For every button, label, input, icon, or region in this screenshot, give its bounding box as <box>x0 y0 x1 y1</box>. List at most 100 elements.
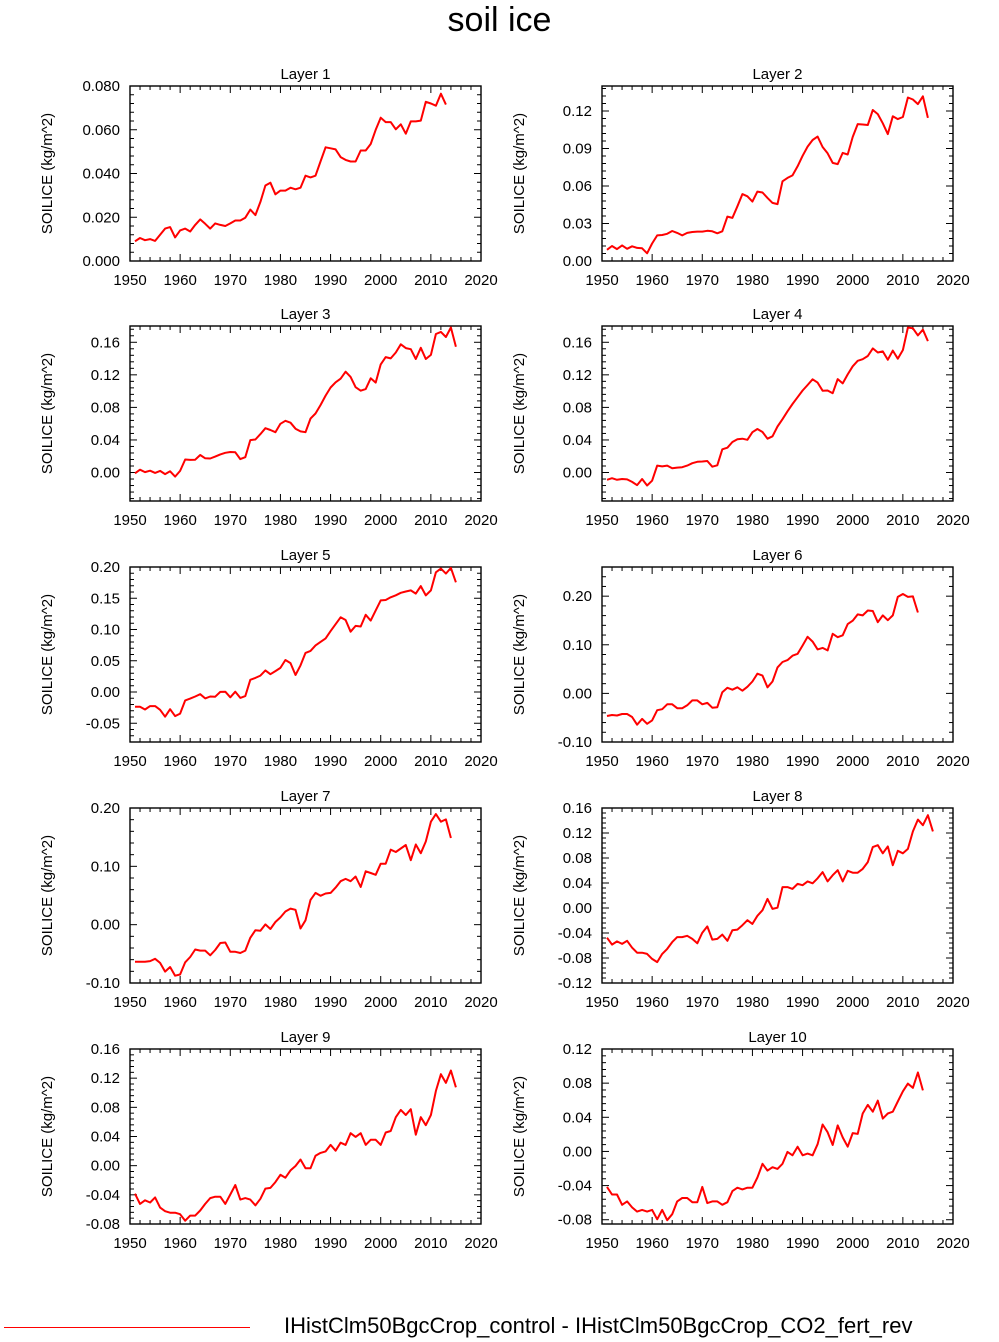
y-axis-label: SOILICE (kg/m^2) <box>39 835 56 956</box>
y-tick-label: 0.000 <box>82 253 120 270</box>
y-tick-label: 0.08 <box>563 399 592 416</box>
y-tick-label: 0.080 <box>82 78 120 95</box>
panel-title: Layer 2 <box>752 66 802 83</box>
panel-title: Layer 4 <box>752 306 802 323</box>
y-tick-label: 0.08 <box>91 399 120 416</box>
plot-frame <box>129 807 482 984</box>
panel-title: Layer 6 <box>752 547 802 564</box>
y-tick-label: 0.15 <box>91 590 120 607</box>
x-tick-label: 1980 <box>264 1235 297 1252</box>
y-tick-label: -0.04 <box>558 925 592 942</box>
x-tick-label: 1960 <box>635 272 668 289</box>
plot-frame <box>129 85 482 262</box>
x-tick-label: 1950 <box>585 512 618 529</box>
x-tick-label: 1970 <box>214 1235 247 1252</box>
panel-8: Layer 8 SOILICE (kg/m^2) 1950 1960 1970 1980 1… <box>511 788 970 1011</box>
y-tick-label: 0.03 <box>563 216 592 233</box>
y-tick-label: 0.00 <box>563 685 592 702</box>
y-tick-label: -0.04 <box>558 1178 592 1195</box>
y-tick-label: 0.020 <box>82 209 120 226</box>
x-tick-label: 1960 <box>635 994 668 1011</box>
x-tick-label: 1970 <box>214 753 247 770</box>
y-tick-label: 0.12 <box>563 367 592 384</box>
y-tick-label: 0.00 <box>91 917 120 934</box>
x-tick-label: 2000 <box>836 512 869 529</box>
series-line <box>135 813 452 977</box>
x-tick-label: 2000 <box>836 272 869 289</box>
y-tick-label: 0.12 <box>563 103 592 120</box>
x-tick-label: 2010 <box>886 512 919 529</box>
x-tick-label: 1990 <box>314 272 347 289</box>
y-axis-label: SOILICE (kg/m^2) <box>39 113 56 234</box>
y-tick-label: 0.16 <box>91 334 120 351</box>
x-tick-label: 2010 <box>886 272 919 289</box>
x-tick-label: 1980 <box>736 1235 769 1252</box>
y-tick-label: 0.12 <box>91 367 120 384</box>
x-tick-label: 2020 <box>936 753 969 770</box>
legend-line-swatch <box>4 1327 250 1328</box>
panel-title: Layer 9 <box>280 1029 330 1046</box>
y-tick-label: -0.08 <box>558 950 592 967</box>
y-tick-label: 0.04 <box>563 875 592 892</box>
y-tick-label: 0.04 <box>563 1109 592 1126</box>
x-tick-label: 2020 <box>464 272 497 289</box>
y-tick-label: 0.060 <box>82 122 120 139</box>
legend-label: IHistClm50BgcCrop_control - IHistClm50Bg… <box>284 1313 913 1338</box>
series-line <box>135 566 457 718</box>
x-tick-label: 2010 <box>414 994 447 1011</box>
x-tick-label: 1970 <box>214 512 247 529</box>
x-tick-label: 1990 <box>786 753 819 770</box>
plot-frame <box>129 325 482 502</box>
x-tick-label: 1970 <box>686 512 719 529</box>
y-tick-label: -0.08 <box>86 1216 120 1233</box>
x-tick-label: 1950 <box>585 753 618 770</box>
plot-grid: Layer 1 SOILICE (kg/m^2) 1950 1960 1970 1980 1… <box>39 66 970 1252</box>
x-tick-label: 2010 <box>414 272 447 289</box>
x-tick-label: 1950 <box>113 272 146 289</box>
x-tick-label: 1990 <box>314 512 347 529</box>
y-tick-label: 0.04 <box>91 1129 120 1146</box>
y-tick-label: 0.20 <box>563 588 592 605</box>
y-tick-label: 0.00 <box>563 253 592 270</box>
x-tick-label: 1950 <box>585 1235 618 1252</box>
y-tick-label: 0.12 <box>563 825 592 842</box>
x-tick-label: 1990 <box>786 1235 819 1252</box>
x-tick-label: 1970 <box>214 994 247 1011</box>
y-tick-label: 0.040 <box>82 166 120 183</box>
x-tick-label: 2010 <box>414 753 447 770</box>
x-tick-label: 1980 <box>264 512 297 529</box>
y-tick-label: 0.00 <box>91 465 120 482</box>
series-line <box>134 326 457 478</box>
y-tick-label: 0.00 <box>91 1158 120 1175</box>
x-tick-label: 2010 <box>886 994 919 1011</box>
x-tick-label: 1960 <box>635 1235 668 1252</box>
y-tick-label: 0.06 <box>563 178 592 195</box>
x-tick-label: 1960 <box>163 753 196 770</box>
y-axis-label: SOILICE (kg/m^2) <box>511 835 528 956</box>
series-line <box>606 593 919 726</box>
panel-title: Layer 7 <box>280 788 330 805</box>
y-axis-label: SOILICE (kg/m^2) <box>39 353 56 474</box>
x-tick-label: 2020 <box>936 272 969 289</box>
x-tick-label: 2020 <box>464 512 497 529</box>
x-tick-label: 1960 <box>163 1235 196 1252</box>
y-tick-label: -0.10 <box>86 975 120 992</box>
series-line <box>606 1071 924 1222</box>
x-tick-label: 1980 <box>736 753 769 770</box>
y-tick-label: 0.00 <box>563 900 592 917</box>
panel-4: Layer 4 SOILICE (kg/m^2) 1950 1960 1970 1980 1… <box>511 306 970 529</box>
panel-7: Layer 7 SOILICE (kg/m^2) 1950 1960 1970 1980 1… <box>39 788 498 1011</box>
x-tick-label: 1960 <box>635 512 668 529</box>
x-tick-label: 2000 <box>836 994 869 1011</box>
x-tick-label: 1970 <box>214 272 247 289</box>
x-tick-label: 2000 <box>364 512 397 529</box>
y-tick-label: -0.04 <box>86 1187 120 1204</box>
x-tick-label: 2000 <box>364 753 397 770</box>
plot-frame <box>129 1048 482 1225</box>
x-tick-label: 1980 <box>264 753 297 770</box>
x-tick-label: 1970 <box>686 272 719 289</box>
x-tick-label: 2000 <box>364 1235 397 1252</box>
plot-frame <box>601 85 954 262</box>
x-tick-label: 2000 <box>364 272 397 289</box>
panel-title: Layer 10 <box>748 1029 806 1046</box>
